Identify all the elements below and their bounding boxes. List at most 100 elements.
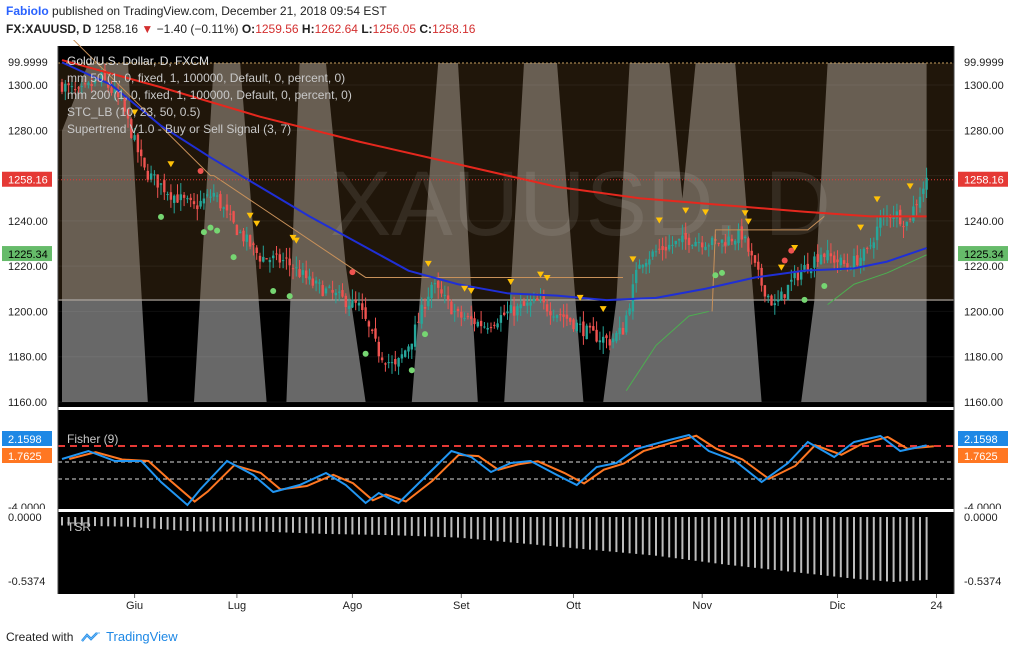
candle	[753, 255, 757, 263]
tsr-bar	[61, 517, 63, 526]
candle	[694, 241, 697, 247]
tsr-bar	[846, 517, 849, 578]
candle	[608, 339, 611, 346]
y-tick-label: 1240.00	[964, 216, 1004, 228]
candle	[367, 321, 371, 327]
candle	[417, 321, 420, 323]
stc-top-label-badge	[2, 54, 52, 69]
tsr-bar	[661, 517, 664, 557]
candle	[344, 295, 347, 308]
supertrend-line-bearish	[711, 215, 825, 312]
tsr-bar	[483, 517, 486, 540]
chart-canvas[interactable]: XAUUSD, D Gold/U.S. Dollar, D, FXCM mm 5…	[0, 40, 1011, 620]
sell-signal-marker	[543, 275, 551, 282]
candle	[813, 256, 816, 268]
candle	[146, 170, 149, 180]
candle	[842, 260, 846, 264]
tsr-bar	[351, 517, 354, 535]
legend-title: Gold/U.S. Dollar, D, FXCM	[67, 54, 209, 68]
tradingview-brand-link[interactable]: TradingView	[106, 629, 178, 644]
tsr-bar	[536, 517, 539, 545]
candle	[176, 194, 179, 203]
candle	[740, 226, 743, 240]
ma200-line	[61, 59, 927, 218]
high-value: 1262.64	[314, 22, 358, 36]
candle	[536, 298, 539, 301]
legend-ma200: mm 200 (1, 0, fixed, 1, 100000, Default,…	[67, 88, 352, 102]
candle	[278, 254, 281, 263]
candle	[915, 204, 918, 206]
candle	[780, 291, 783, 301]
ma50-label: 1225.34	[964, 249, 1004, 261]
tsr-bar	[173, 517, 176, 531]
tsr-bar	[166, 517, 169, 530]
last-price-label-badge	[958, 171, 1008, 187]
buy-dot	[230, 254, 237, 261]
tsr-bar	[146, 517, 149, 529]
candle	[460, 311, 463, 318]
sell-dot	[781, 257, 788, 264]
tsr-bar	[872, 517, 875, 581]
fisher-pane[interactable]	[58, 410, 954, 510]
buy-dot	[200, 229, 207, 236]
candle	[826, 250, 829, 261]
fisher-value-label-badge	[958, 431, 1008, 446]
y-tick-label: 1180.00	[964, 352, 1003, 364]
tsr-bar	[377, 517, 380, 535]
candle	[443, 295, 446, 297]
fisher-trigger-label-badge	[958, 448, 1008, 463]
tsr-bar	[886, 517, 888, 582]
candle	[849, 269, 852, 271]
candle	[397, 358, 400, 367]
tsr-bar	[707, 517, 710, 563]
candle	[539, 299, 542, 301]
candle	[767, 295, 770, 298]
last-price-label: 1258.16	[8, 175, 48, 187]
candle	[602, 336, 605, 343]
candle	[189, 197, 192, 201]
close-value: 1258.16	[432, 22, 476, 36]
tsr-bar	[80, 517, 83, 526]
candle	[697, 242, 701, 244]
candle	[852, 255, 856, 268]
author-link[interactable]: FabioIo	[6, 4, 49, 18]
x-tick-label: Giu	[126, 600, 143, 612]
legend: Gold/U.S. Dollar, D, FXCM mm 50 (1, 0, f…	[67, 54, 352, 136]
candle	[879, 217, 882, 228]
tsr-bar	[503, 517, 506, 542]
tsr-bar	[67, 517, 70, 526]
candle	[433, 283, 437, 285]
tsr-bar	[767, 517, 770, 570]
tsr-bar	[859, 517, 862, 580]
close-label: C:	[419, 22, 433, 36]
candle	[427, 296, 430, 307]
tsr-bar	[925, 517, 928, 580]
candle	[529, 302, 532, 306]
candle	[483, 326, 486, 328]
sell-signal-marker	[682, 207, 690, 214]
y-tick-label: 1300.00	[964, 80, 1004, 92]
candle	[796, 272, 800, 281]
candle	[499, 315, 503, 323]
symbol-name: FX:XAUUSD, D	[6, 22, 92, 36]
tsr-bar	[839, 517, 842, 578]
candle	[677, 238, 681, 241]
candle	[374, 328, 377, 339]
candle	[163, 180, 166, 193]
candle	[681, 235, 684, 243]
candle	[232, 211, 235, 223]
tsr-pane[interactable]	[58, 512, 954, 594]
candle	[872, 242, 875, 249]
tsr-bar	[866, 517, 869, 580]
candle	[285, 257, 288, 259]
tsr-bar	[622, 517, 624, 553]
candle	[380, 357, 384, 361]
high-label: H:	[301, 22, 315, 36]
candle	[400, 354, 404, 359]
tsr-bar	[127, 517, 129, 527]
tsr-bar	[100, 517, 103, 527]
sell-signal-marker	[791, 245, 799, 252]
tsr-bar	[292, 517, 294, 533]
tsr-bar	[820, 517, 822, 576]
candle	[394, 359, 397, 365]
